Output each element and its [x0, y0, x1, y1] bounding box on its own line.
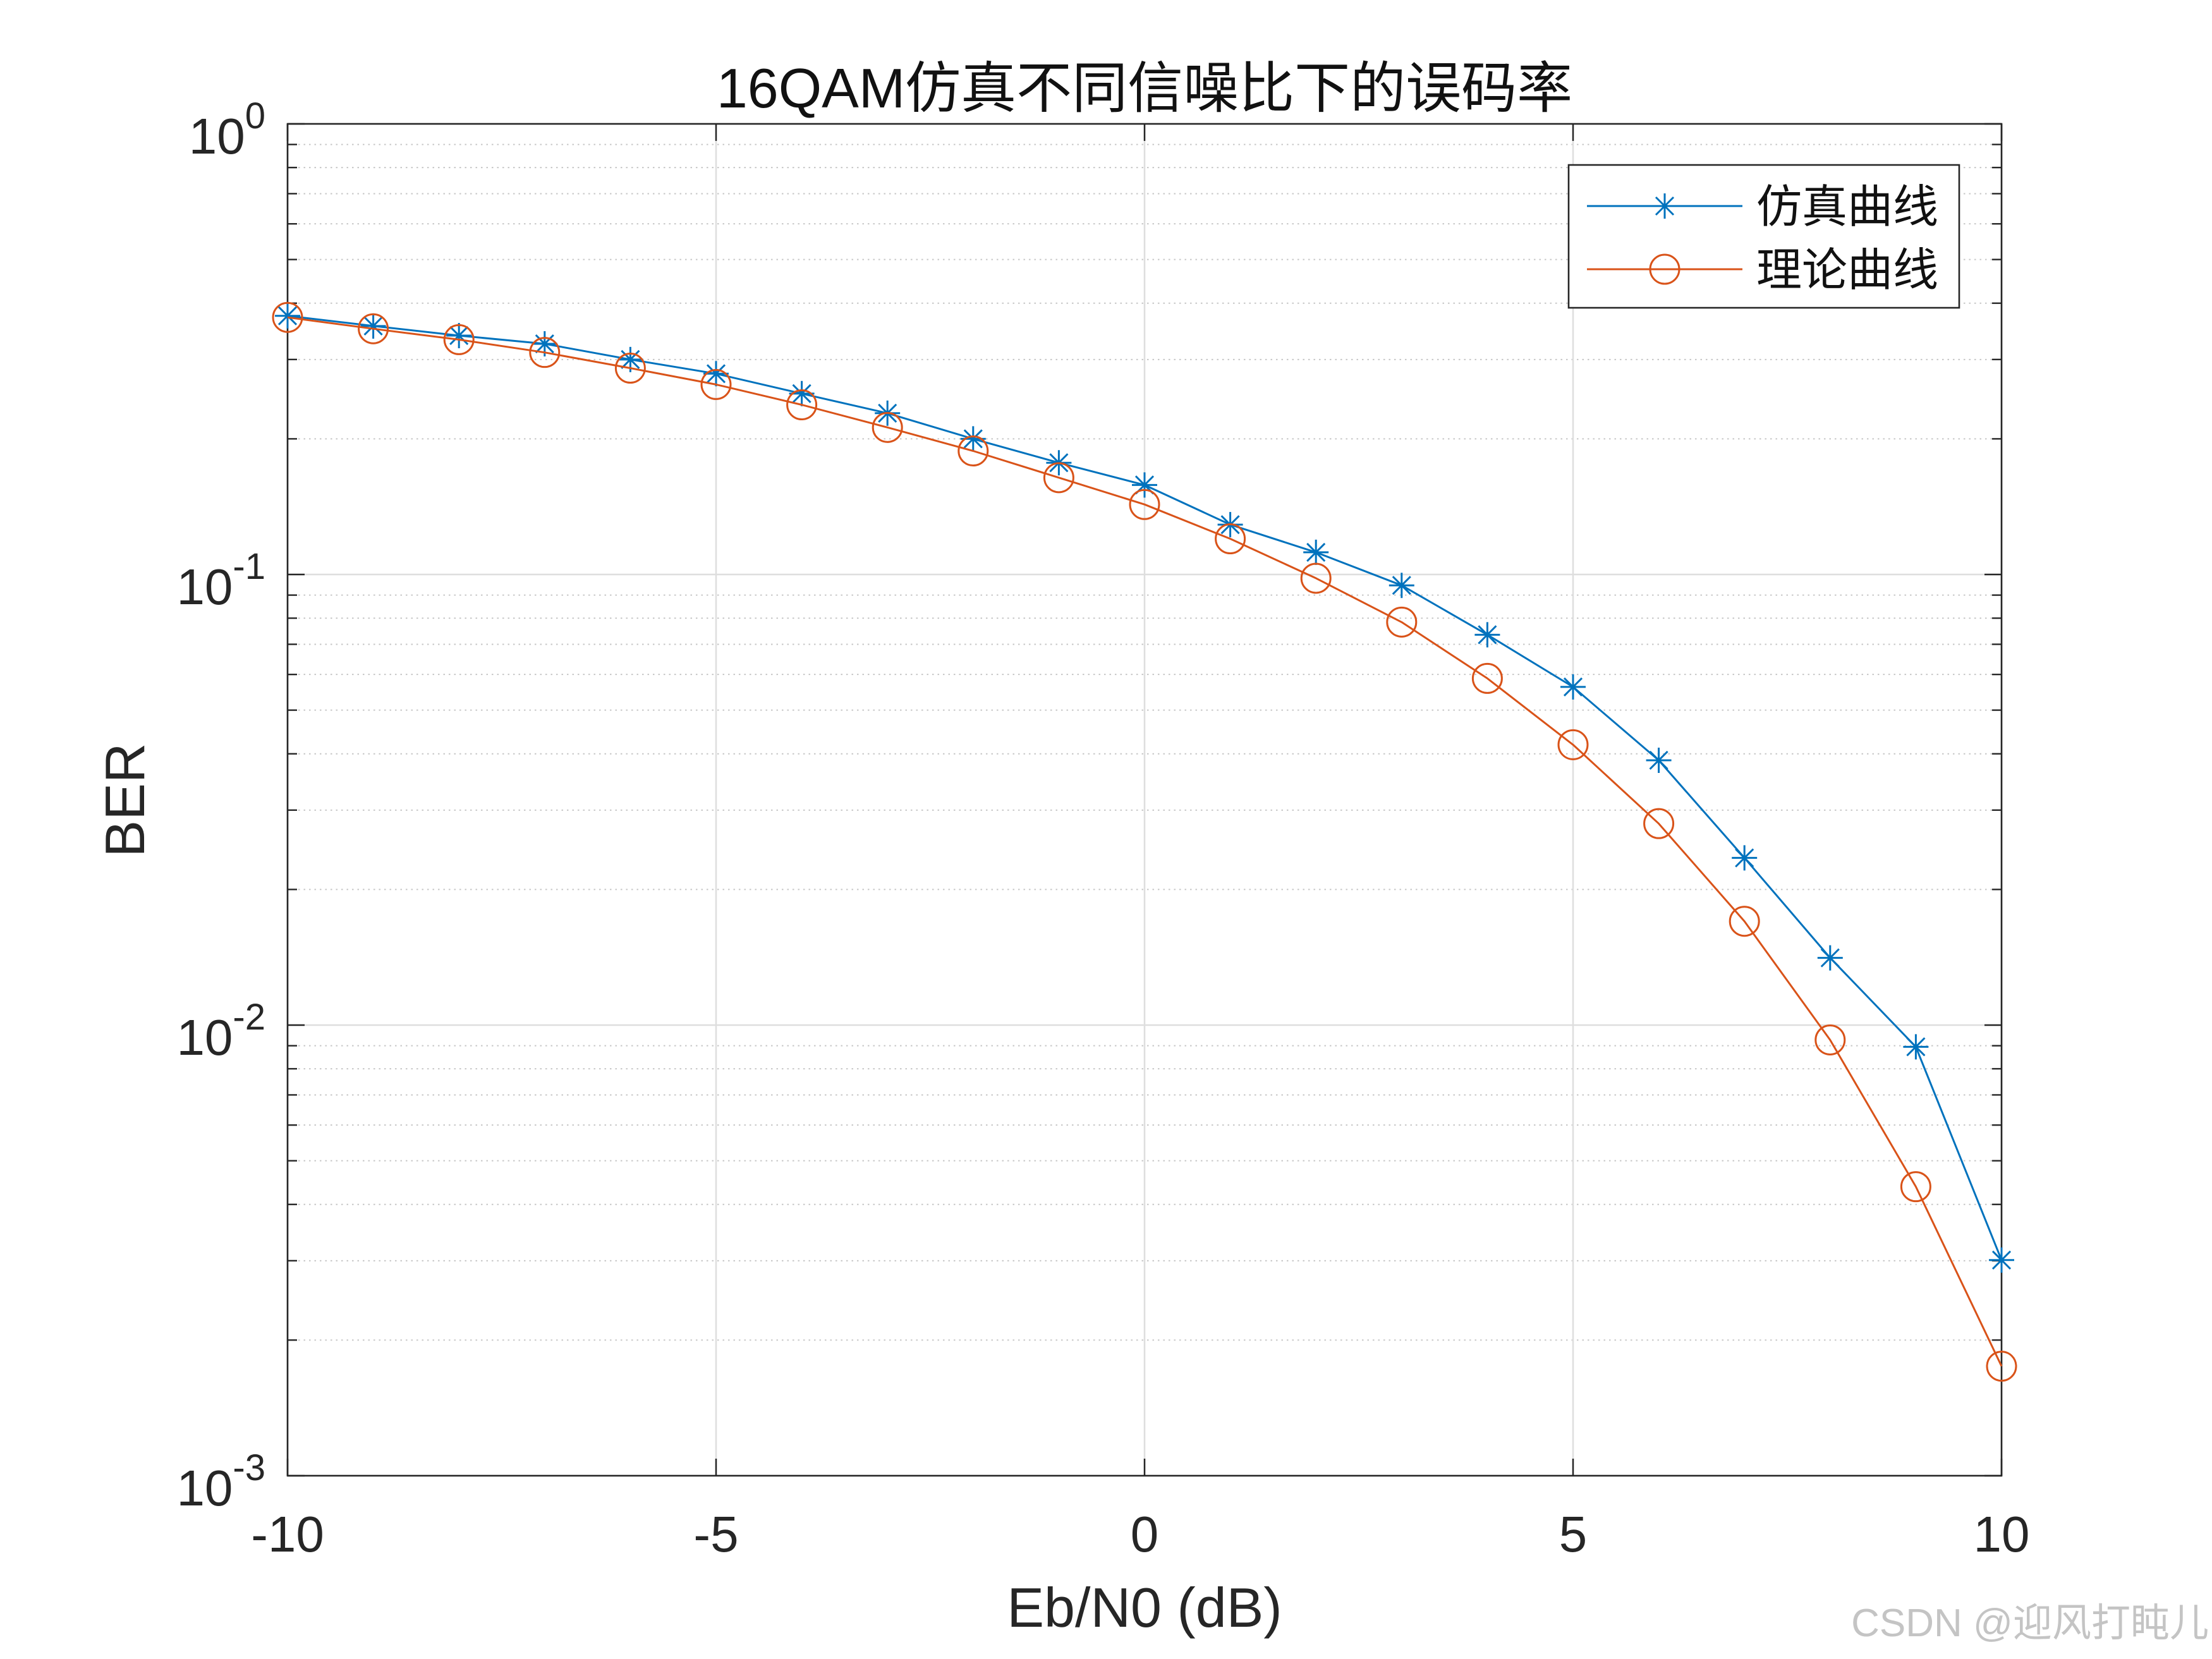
x-tick-label: 5	[1559, 1506, 1588, 1562]
series-1-marker	[1474, 622, 1500, 648]
series-1-marker	[1560, 674, 1586, 700]
series-2-marker	[1129, 489, 1160, 520]
series-1-marker	[1646, 747, 1672, 773]
series-2-marker	[1729, 906, 1760, 937]
series-2-marker	[1643, 808, 1675, 839]
series-2-marker	[1814, 1024, 1846, 1055]
series-1-marker	[446, 322, 472, 348]
series-1-marker	[1903, 1034, 1929, 1060]
legend-label-1: 仿真曲线	[1756, 182, 1938, 233]
series-1-marker	[617, 346, 643, 372]
series-2-marker	[1300, 562, 1332, 594]
series-2-marker	[957, 435, 989, 467]
series-2-marker	[358, 313, 389, 344]
legend-box	[1567, 164, 1960, 309]
series-2-marker	[1043, 462, 1074, 494]
y-tick-label: 100	[189, 95, 265, 164]
series-2-marker	[1900, 1171, 1931, 1203]
legend-series-2-marker	[1649, 253, 1680, 285]
legend-label-2: 理论曲线	[1756, 245, 1938, 296]
series-2-marker	[786, 389, 818, 421]
x-axis-label: Eb/N0 (dB)	[1007, 1576, 1282, 1639]
series-1-marker	[275, 303, 300, 329]
series-2-marker	[443, 324, 475, 355]
series-1-marker	[360, 313, 386, 339]
series-1-marker	[532, 331, 557, 357]
x-tick-label: 10	[1974, 1506, 2030, 1562]
chart-title: 16QAM仿真不同信噪比下的误码率	[717, 57, 1572, 119]
legend: 仿真曲线 理论曲线	[1567, 164, 1960, 309]
series-2-marker	[1386, 606, 1418, 638]
y-tick-label: 10-1	[176, 546, 265, 615]
legend-series-1-marker	[1652, 193, 1677, 219]
watermark: CSDN @迎风打盹儿	[1851, 1601, 2209, 1645]
series-2-marker	[1557, 729, 1589, 760]
series-2-marker	[872, 411, 903, 443]
series-1-marker	[1303, 539, 1329, 565]
series-1-marker	[789, 380, 815, 406]
series-2-marker	[1986, 1351, 2017, 1382]
y-tick-label: 10-3	[176, 1447, 265, 1516]
series-2-marker	[1215, 523, 1246, 555]
axes-box	[286, 123, 2003, 1477]
series-2-marker	[614, 353, 646, 384]
tick-labels: -10 -5 0 5 10 100 10-1 10-2 10-3	[176, 95, 2029, 1562]
series-1-marker	[1817, 945, 1843, 971]
series-1-marker	[1389, 573, 1414, 599]
series-1-marker	[1989, 1247, 2014, 1273]
series-2-marker	[272, 301, 303, 333]
series-2-marker	[700, 368, 732, 400]
series-1-marker	[1132, 472, 1157, 498]
x-tick-label: -10	[251, 1506, 324, 1562]
x-tick-label: 0	[1131, 1506, 1159, 1562]
series-1-marker	[1732, 845, 1758, 871]
plot-series	[272, 301, 2017, 1382]
series-1-marker	[960, 426, 986, 452]
series-2-line	[287, 316, 2003, 1367]
y-axis-label: BER	[94, 743, 156, 858]
x-tick-label: -5	[693, 1506, 738, 1562]
series-2-marker	[529, 337, 561, 368]
legend-samples	[1587, 193, 1742, 285]
y-tick-label: 10-2	[176, 997, 265, 1066]
series-1-marker	[703, 361, 729, 387]
series-2-marker	[1471, 662, 1503, 694]
